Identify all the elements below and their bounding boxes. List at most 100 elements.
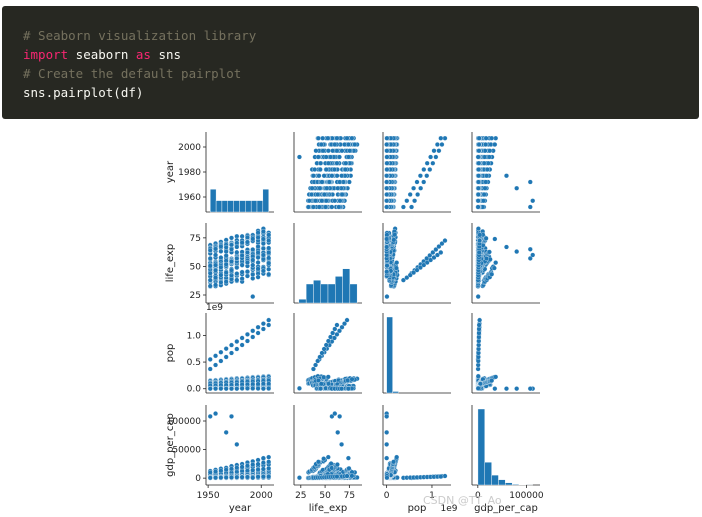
scatter-point [349, 473, 355, 479]
scatter-point [424, 173, 430, 179]
scatter-point [316, 173, 322, 179]
scatter-point [250, 294, 256, 300]
scatter-point [320, 135, 326, 141]
scatter-point [213, 469, 219, 475]
scatter-point [323, 204, 329, 210]
scatter-point [207, 386, 213, 392]
scatter-point [234, 255, 240, 261]
scatter-point [218, 475, 224, 481]
scatter-point [345, 455, 351, 461]
scatter-point [394, 454, 400, 460]
scatter-point [436, 244, 442, 249]
scatter-point [326, 179, 332, 185]
y-tick-label: 100000 [167, 417, 202, 427]
code-line: import seaborn as sns [23, 45, 699, 64]
y-axis-label: year [165, 160, 176, 183]
y-tick-label: 0.5 [187, 358, 201, 368]
scatter-point [255, 235, 261, 241]
scatter-point [234, 346, 240, 352]
scatter-point [244, 260, 250, 265]
scatter-point [329, 413, 335, 419]
scatter-point [229, 474, 234, 480]
scatter-point [266, 250, 272, 255]
scatter-point [411, 185, 417, 191]
scatter-point [305, 204, 311, 210]
scatter-point [229, 242, 234, 248]
scatter-point [325, 374, 331, 380]
scatter-point [480, 198, 486, 204]
scatter-point [321, 173, 327, 179]
scatter-point [250, 334, 256, 340]
scatter-point [339, 148, 345, 154]
x-tick-label: 0 [384, 491, 390, 501]
offset-label: 1e9 [441, 504, 458, 514]
scatter-point [438, 135, 444, 141]
scatter-point [384, 294, 390, 300]
scatter-point [223, 249, 229, 255]
x-tick-label: 0 [475, 491, 481, 501]
scatter-point [319, 350, 325, 356]
scatter-point [229, 235, 234, 241]
scatter-point [260, 455, 266, 461]
histogram-bar [327, 283, 336, 304]
scatter-point [250, 467, 256, 473]
scatter-point [312, 167, 318, 172]
scatter-point [336, 204, 342, 210]
scatter-point [266, 322, 272, 328]
scatter-point [218, 358, 224, 364]
scatter-point [250, 381, 256, 387]
y-tick-label: 25 [190, 291, 201, 301]
scatter-point [213, 262, 219, 268]
scatter-point [296, 385, 302, 391]
scatter-point [347, 148, 353, 154]
scatter-point [345, 377, 351, 383]
histogram-bar [505, 482, 513, 486]
scatter-point [244, 234, 250, 240]
scatter-point [223, 244, 229, 250]
scatter-point [266, 245, 272, 251]
scatter-point [424, 260, 430, 265]
scatter-point [213, 353, 219, 359]
scatter-point [213, 275, 219, 281]
scatter-point [315, 135, 321, 141]
scatter-point [255, 474, 261, 480]
scatter-point [318, 160, 324, 166]
scatter-point [335, 429, 341, 435]
scatter-point [384, 167, 390, 172]
scatter-point [260, 236, 266, 242]
code-token: # Create the default pairplot [23, 66, 242, 81]
scatter-point [384, 413, 390, 419]
scatter-point [266, 271, 272, 277]
scatter-point [476, 160, 482, 166]
scatter-point [476, 250, 482, 255]
scatter-point [392, 232, 398, 238]
scatter-point [244, 273, 250, 279]
scatter-point [229, 350, 234, 356]
scatter-point [476, 322, 482, 328]
scatter-point [337, 198, 343, 204]
scatter-point [328, 334, 333, 340]
scatter-point [482, 148, 488, 154]
histogram-bar [239, 200, 246, 213]
scatter-point [330, 148, 336, 154]
scatter-point [476, 167, 482, 172]
scatter-point [504, 386, 509, 392]
scatter-point [250, 247, 256, 252]
scatter-point [332, 198, 338, 204]
scatter-point [223, 354, 229, 360]
histogram-bar [262, 188, 269, 213]
scatter-point [234, 474, 240, 480]
scatter-point [309, 192, 314, 197]
scatter-point [250, 262, 256, 268]
histogram-bar [349, 283, 358, 304]
scatter-point [266, 260, 272, 266]
scatter-point [250, 236, 256, 242]
scatter-point [475, 198, 481, 204]
scatter-point [213, 282, 219, 288]
scatter-point [260, 460, 266, 466]
y-tick-label: 1.0 [187, 331, 202, 341]
scatter-point [255, 386, 261, 391]
scatter-point [266, 238, 272, 244]
scatter-point [244, 250, 250, 255]
